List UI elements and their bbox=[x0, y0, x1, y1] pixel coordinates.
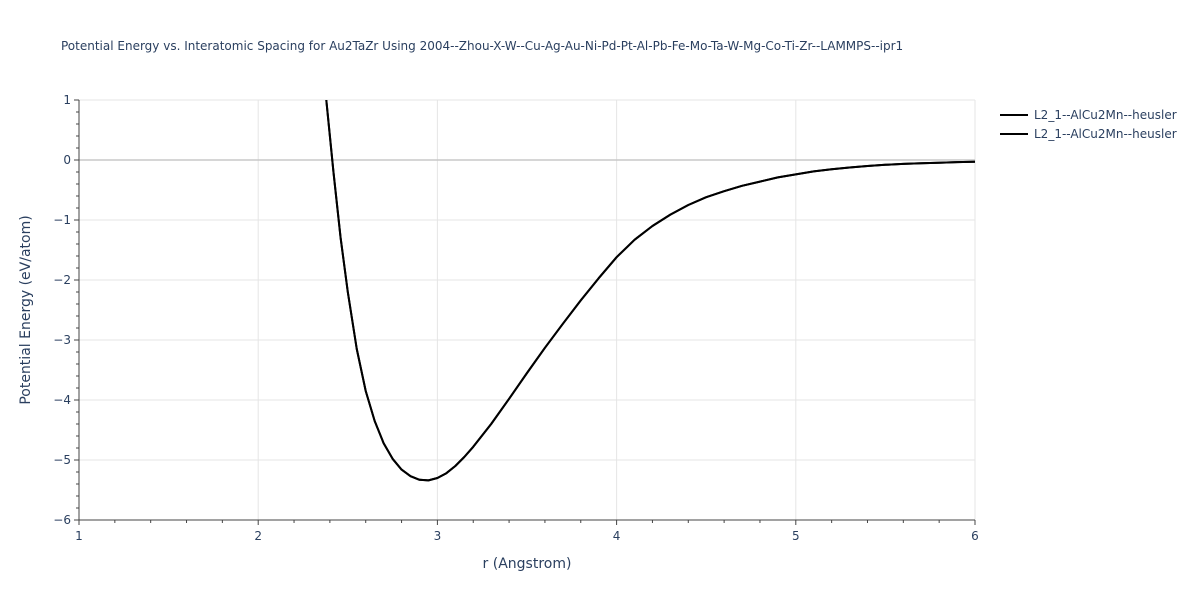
x-tick-label: 5 bbox=[792, 529, 800, 543]
series-layer bbox=[325, 100, 975, 482]
y-tick-label: −2 bbox=[53, 273, 71, 287]
x-tick-label: 4 bbox=[613, 529, 621, 543]
y-tick-label: −3 bbox=[53, 333, 71, 347]
y-tick-label: −1 bbox=[53, 213, 71, 227]
y-tick-label: 1 bbox=[63, 93, 71, 107]
axes-layer: 1 2 3 4 5 6 1 0 −1 −2 −3 −4 −5 −6 bbox=[53, 93, 979, 543]
legend[interactable]: L2_1--AlCu2Mn--heusler L2_1--AlCu2Mn--heu… bbox=[1000, 108, 1177, 141]
legend-label: L2_1--AlCu2Mn--heusler bbox=[1034, 108, 1177, 122]
legend-item-1[interactable]: L2_1--AlCu2Mn--heusler bbox=[1000, 108, 1177, 122]
y-axis-title: Potential Energy (eV/atom) bbox=[18, 215, 34, 404]
y-tick-label: 0 bbox=[63, 153, 71, 167]
series-line-2 bbox=[325, 100, 975, 482]
x-tick-label: 3 bbox=[434, 529, 442, 543]
chart-title: Potential Energy vs. Interatomic Spacing… bbox=[61, 39, 903, 53]
x-tick-label: 2 bbox=[254, 529, 262, 543]
grid-layer bbox=[79, 99, 976, 520]
y-tick-label: −4 bbox=[53, 393, 71, 407]
x-axis-title: r (Angstrom) bbox=[483, 556, 572, 572]
x-tick-label: 6 bbox=[971, 529, 979, 543]
y-tick-label: −6 bbox=[53, 513, 71, 527]
legend-label: L2_1--AlCu2Mn--heusler bbox=[1034, 127, 1177, 141]
x-tick-label: 1 bbox=[75, 529, 83, 543]
y-tick-label: −5 bbox=[53, 453, 71, 467]
series-line-1 bbox=[325, 100, 975, 482]
legend-item-2[interactable]: L2_1--AlCu2Mn--heusler bbox=[1000, 127, 1177, 141]
